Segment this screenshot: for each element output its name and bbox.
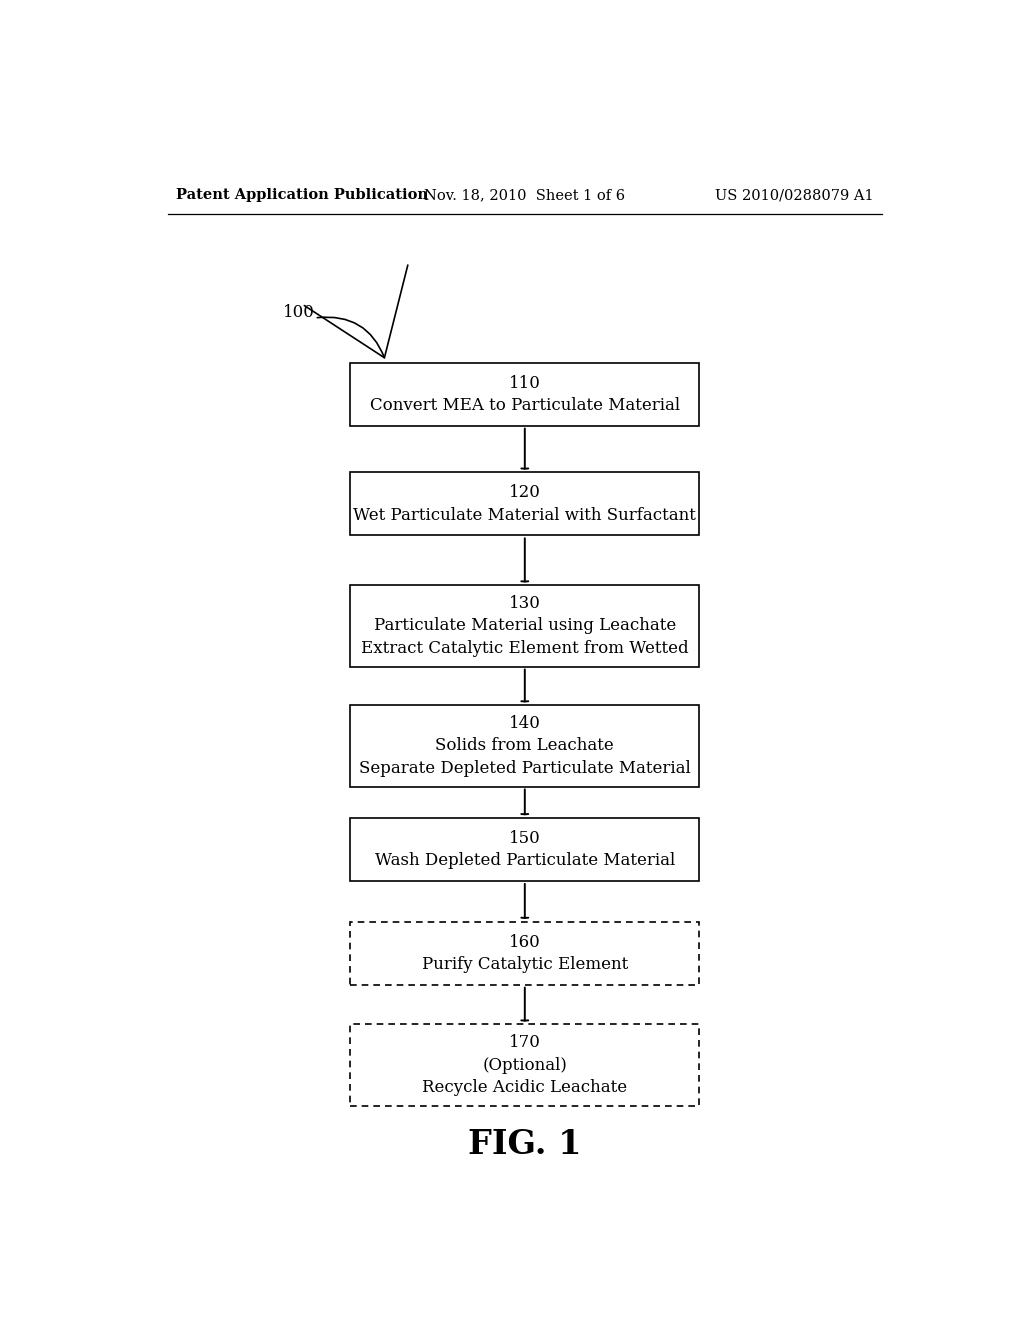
Text: Wet Particulate Material with Surfactant: Wet Particulate Material with Surfactant <box>353 507 696 524</box>
Bar <box>350 921 699 985</box>
Text: FIG. 1: FIG. 1 <box>468 1127 582 1160</box>
Bar <box>350 363 699 426</box>
Text: Separate Depleted Particulate Material: Separate Depleted Particulate Material <box>359 760 690 776</box>
Text: Convert MEA to Particulate Material: Convert MEA to Particulate Material <box>370 397 680 414</box>
Text: 140: 140 <box>509 715 541 733</box>
Text: 120: 120 <box>509 484 541 502</box>
Bar <box>350 1024 699 1106</box>
Text: 130: 130 <box>509 595 541 612</box>
Text: 170: 170 <box>509 1034 541 1051</box>
Text: 160: 160 <box>509 933 541 950</box>
Bar <box>350 585 699 667</box>
Text: Particulate Material using Leachate: Particulate Material using Leachate <box>374 618 676 635</box>
Text: Nov. 18, 2010  Sheet 1 of 6: Nov. 18, 2010 Sheet 1 of 6 <box>424 189 626 202</box>
Text: US 2010/0288079 A1: US 2010/0288079 A1 <box>716 189 873 202</box>
Text: Patent Application Publication: Patent Application Publication <box>176 189 428 202</box>
Text: (Optional): (Optional) <box>482 1056 567 1073</box>
Text: Recycle Acidic Leachate: Recycle Acidic Leachate <box>422 1078 628 1096</box>
Text: Solids from Leachate: Solids from Leachate <box>435 738 614 754</box>
Text: Extract Catalytic Element from Wetted: Extract Catalytic Element from Wetted <box>361 640 688 657</box>
Text: Wash Depleted Particulate Material: Wash Depleted Particulate Material <box>375 853 675 870</box>
Bar <box>350 818 699 880</box>
Bar <box>350 473 699 536</box>
Text: Purify Catalytic Element: Purify Catalytic Element <box>422 956 628 973</box>
Text: 100: 100 <box>283 305 314 321</box>
Text: 110: 110 <box>509 375 541 392</box>
Text: 150: 150 <box>509 830 541 847</box>
Bar <box>350 705 699 787</box>
FancyArrowPatch shape <box>304 265 408 358</box>
